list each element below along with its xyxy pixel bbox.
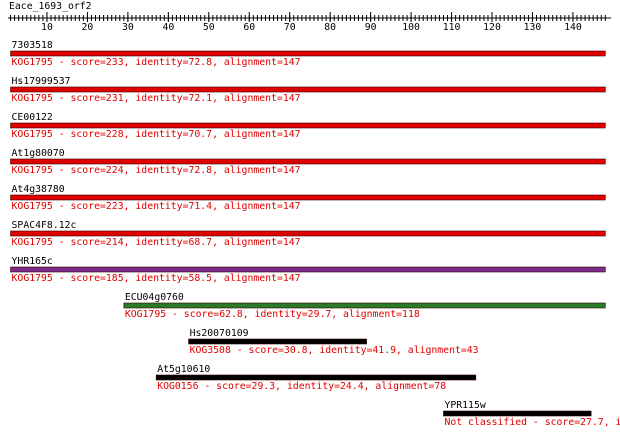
hit-name: At5g10610 bbox=[157, 364, 210, 375]
hit-name: SPAC4F8.12c bbox=[12, 220, 77, 231]
hit-label: KOG1795 - score=223, identity=71.4, alig… bbox=[12, 201, 301, 212]
ruler-tick-label: 70 bbox=[284, 22, 296, 33]
ruler-tick-label: 140 bbox=[564, 22, 582, 33]
query-title: Eace_1693_orf2 bbox=[9, 1, 92, 12]
hit-bar bbox=[155, 374, 477, 381]
hit-label: KOG1795 - score=228, identity=70.7, alig… bbox=[12, 129, 301, 140]
ruler-tick-label: 40 bbox=[162, 22, 174, 33]
hit-label: KOG3508 - score=30.8, identity=41.9, ali… bbox=[190, 345, 479, 356]
ruler-tick-label: 110 bbox=[443, 22, 461, 33]
hit-bar bbox=[10, 230, 606, 237]
hit-bar bbox=[123, 302, 606, 309]
ruler-tick-label: 30 bbox=[122, 22, 134, 33]
hit-bar bbox=[188, 338, 367, 345]
hit-bar bbox=[443, 410, 592, 417]
hit-name: 7303518 bbox=[12, 40, 53, 51]
hit-label: KOG1795 - score=62.8, identity=29.7, ali… bbox=[125, 309, 420, 320]
hit-label: KOG1795 - score=214, identity=68.7, alig… bbox=[12, 237, 301, 248]
hit-name: Hs17999537 bbox=[12, 76, 71, 87]
hit-label: KOG1795 - score=224, identity=72.8, alig… bbox=[12, 165, 301, 176]
ruler-tick-label: 90 bbox=[365, 22, 377, 33]
ruler-tick-label: 20 bbox=[82, 22, 94, 33]
ruler-tick-label: 120 bbox=[483, 22, 501, 33]
hit-bar bbox=[10, 50, 606, 57]
hit-label: KOG1795 - score=231, identity=72.1, alig… bbox=[12, 93, 301, 104]
hit-label: KOG1795 - score=185, identity=58.5, alig… bbox=[12, 273, 301, 284]
hit-bar bbox=[10, 158, 606, 165]
hit-name: YHR165c bbox=[12, 256, 53, 267]
hit-label: Not classified - score=27.7, i bbox=[444, 417, 620, 428]
hit-name: At1g80070 bbox=[12, 148, 65, 159]
hit-bar bbox=[10, 86, 606, 93]
hit-name: ECU04g0760 bbox=[125, 292, 184, 303]
ruler-tick-label: 80 bbox=[324, 22, 336, 33]
hit-name: CE00122 bbox=[12, 112, 53, 123]
hit-name: Hs20070109 bbox=[190, 328, 249, 339]
ruler-tick-label: 130 bbox=[524, 22, 542, 33]
hit-label: KOG1795 - score=233, identity=72.8, alig… bbox=[12, 57, 301, 68]
hit-bar bbox=[10, 266, 606, 273]
hit-name: At4g38780 bbox=[12, 184, 65, 195]
ruler-tick-label: 10 bbox=[41, 22, 53, 33]
ruler-tick-label: 60 bbox=[243, 22, 255, 33]
ruler-tick-label: 50 bbox=[203, 22, 215, 33]
hit-label: KOG0156 - score=29.3, identity=24.4, ali… bbox=[157, 381, 446, 392]
hit-bar bbox=[10, 194, 606, 201]
hit-bar bbox=[10, 122, 606, 129]
ruler-tick-label: 100 bbox=[402, 22, 420, 33]
hit-name: YPR115w bbox=[444, 400, 485, 411]
